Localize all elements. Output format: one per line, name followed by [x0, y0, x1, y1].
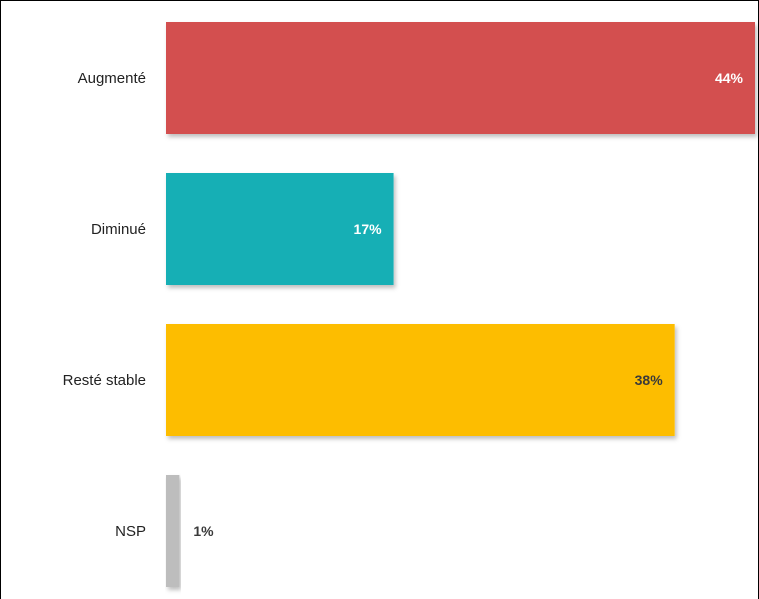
category-label-augmente: Augmenté	[78, 70, 146, 87]
value-label-augmente: 44%	[715, 70, 744, 86]
category-label-diminue: Diminué	[91, 221, 146, 238]
bar-nsp	[166, 475, 179, 587]
value-label-reste-stable: 38%	[635, 372, 664, 388]
category-label-reste-stable: Resté stable	[63, 372, 146, 389]
bar-augmente	[166, 22, 755, 134]
category-label-nsp: NSP	[115, 523, 146, 540]
bar-reste-stable	[166, 324, 675, 436]
value-label-diminue: 17%	[354, 221, 383, 237]
value-label-nsp: 1%	[193, 523, 214, 539]
